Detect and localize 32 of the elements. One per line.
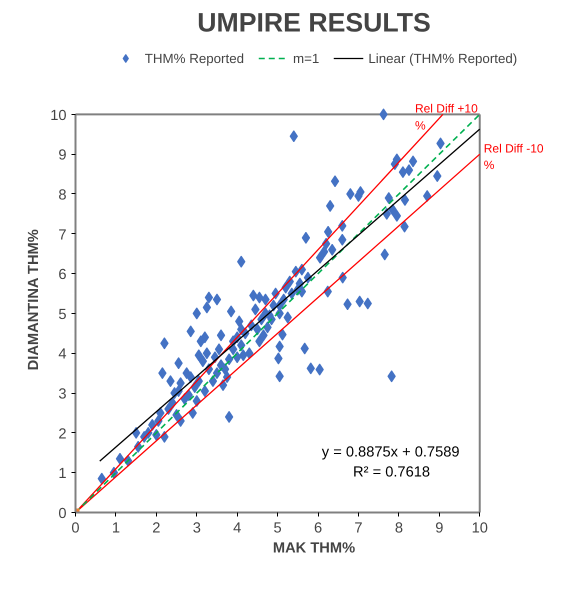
x-tick-label: 4 — [233, 520, 242, 536]
annotation: R² = 0.7618 — [353, 464, 430, 481]
y-tick-label: 3 — [58, 386, 67, 403]
x-tick-label: 2 — [152, 520, 160, 536]
x-tick-label: 5 — [274, 520, 282, 536]
y-tick-label: 4 — [58, 346, 67, 363]
annotation: Rel Diff -10 % — [484, 141, 544, 172]
legend-label: Linear (THM% Reported) — [368, 50, 518, 66]
x-tick-label: 0 — [71, 520, 80, 536]
y-tick-label: 7 — [58, 227, 67, 244]
annotation: y = 0.8875x + 0.7589 — [322, 444, 460, 461]
x-tick-label: 1 — [112, 520, 120, 536]
y-tick-label: 6 — [58, 267, 67, 284]
x-tick-label: 8 — [394, 520, 403, 536]
y-tick-label: 0 — [58, 506, 67, 522]
x-tick-label: 7 — [354, 520, 363, 536]
y-tick-label: 8 — [58, 187, 67, 204]
y-tick-label: 2 — [58, 426, 67, 442]
y-axis-title: DIAMANTINA THM% — [26, 229, 42, 370]
y-tick-label: 5 — [58, 306, 67, 323]
x-tick-label: 9 — [435, 520, 444, 536]
legend-label: m=1 — [293, 50, 320, 66]
y-tick-label: 9 — [58, 148, 67, 164]
y-tick-label: 1 — [58, 466, 67, 482]
legend-label: THM% Reported — [144, 50, 244, 66]
y-tick-label: 10 — [50, 108, 67, 124]
x-axis-title: MAK THM% — [272, 540, 356, 556]
x-tick-label: 10 — [472, 520, 488, 536]
chart-title: UMPIRE RESULTS — [197, 8, 431, 38]
x-tick-label: 3 — [192, 520, 201, 536]
annotation: Rel Diff +10 % — [414, 102, 478, 132]
x-tick-label: 6 — [314, 520, 322, 536]
